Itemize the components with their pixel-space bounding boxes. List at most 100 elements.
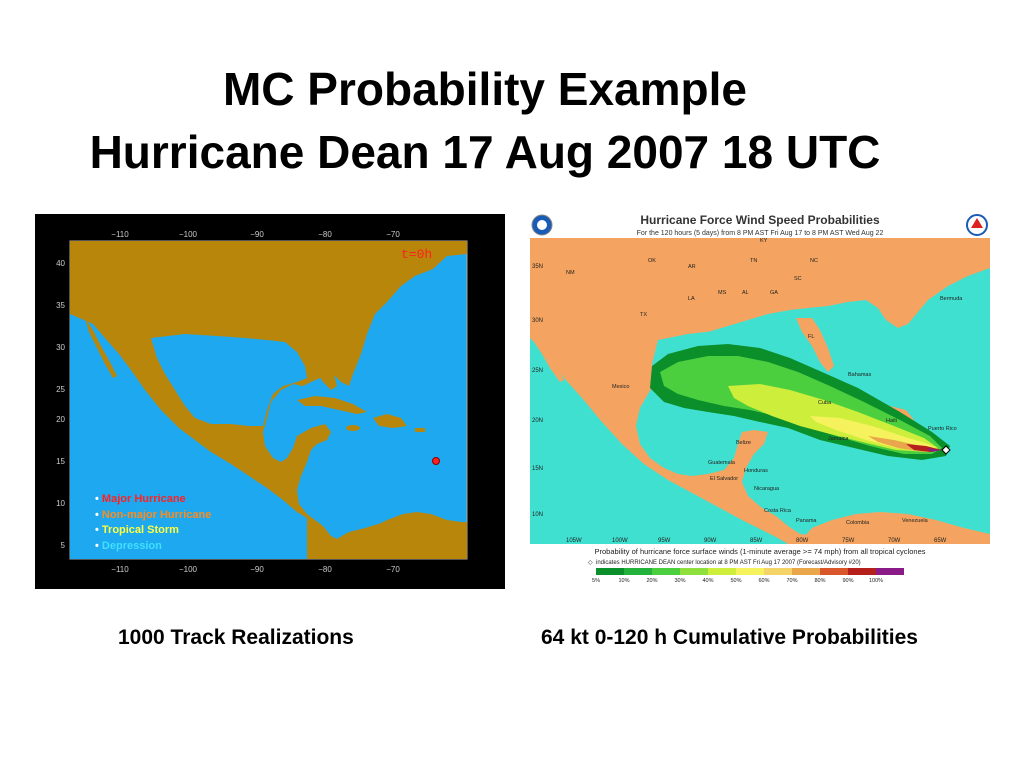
place-label: NC xyxy=(810,258,818,264)
scale-swatch xyxy=(848,568,876,575)
prob-place-labels: NM OK AR TN KY NC SC MS AL GA LA TX FL M… xyxy=(566,238,963,526)
baja-peninsula xyxy=(534,336,564,382)
place-label: Panama xyxy=(796,518,817,524)
scale-label: 60% xyxy=(758,578,769,584)
scale-label: 40% xyxy=(702,578,713,584)
scale-label: 30% xyxy=(674,578,685,584)
place-label: Bermuda xyxy=(940,296,963,302)
lat-tick: 35 xyxy=(56,301,65,310)
lon-tick-bottom: −100 xyxy=(179,565,198,574)
gulf-of-mexico xyxy=(151,334,307,426)
legend-label: Depression xyxy=(101,539,162,552)
legend-label: Non-major Hurricane xyxy=(101,508,212,521)
lon-label: 75W xyxy=(842,538,855,544)
place-label: El Salvador xyxy=(710,476,738,482)
pacific-water xyxy=(530,338,788,544)
lat-ticks: 40 35 30 25 20 15 10 5 xyxy=(56,259,65,550)
scale-swatch xyxy=(596,568,624,575)
scale-label: 50% xyxy=(730,578,741,584)
south-america-land xyxy=(325,518,467,559)
track-map-svg: −110 −100 −90 −80 −70 −110 −100 −90 −80 … xyxy=(35,214,505,589)
place-label: Guatemala xyxy=(708,460,736,466)
scale-label: 20% xyxy=(646,578,657,584)
lon-ticks-bottom: −110 −100 −90 −80 −70 xyxy=(111,565,400,574)
lat-label: 25N xyxy=(532,368,543,374)
place-label: Nicaragua xyxy=(754,486,780,492)
legend-item-non-major-hurricane: • Non-major Hurricane xyxy=(95,508,212,521)
slide-title-line1: MC Probability Example xyxy=(222,63,747,115)
scale-label: 5% xyxy=(592,578,600,584)
lon-label: 105W xyxy=(566,538,582,544)
lon-tick-top: −80 xyxy=(318,230,332,239)
florida-land xyxy=(297,342,337,390)
prob-footer-line1: Probability of hurricane force surface w… xyxy=(595,547,926,556)
lon-tick-top: −100 xyxy=(179,230,198,239)
dean-marker-legend-icon: ◇ xyxy=(588,560,593,566)
scale-swatch xyxy=(764,568,792,575)
lon-ticks-top: −110 −100 −90 −80 −70 xyxy=(111,230,400,239)
prob-lat-labels: 35N 30N 25N 20N 15N 10N xyxy=(532,264,543,518)
probability-map-svg: Hurricane Force Wind Speed Probabilities… xyxy=(528,208,992,588)
dean-center-marker xyxy=(941,445,951,455)
prob-lon-labels: 105W 100W 95W 90W 85W 80W 75W 70W 65W xyxy=(566,538,947,544)
place-label: Costa Rica xyxy=(764,508,792,514)
prob-map-title: Hurricane Force Wind Speed Probabilities xyxy=(640,213,880,227)
scale-label: 10% xyxy=(618,578,629,584)
caption-track-realizations: 1000 Track Realizations xyxy=(118,626,354,649)
legend-item-depression: • Depression xyxy=(95,539,162,552)
lat-tick: 30 xyxy=(56,343,65,352)
scale-swatch xyxy=(876,568,904,575)
place-label: Honduras xyxy=(744,468,768,474)
lat-label: 30N xyxy=(532,318,543,324)
south-america xyxy=(798,512,990,544)
lon-label: 85W xyxy=(750,538,763,544)
scale-label: 100% xyxy=(869,578,883,584)
lat-tick: 5 xyxy=(61,541,66,550)
place-label: Mexico xyxy=(612,384,629,390)
place-label: TX xyxy=(640,312,647,318)
scale-swatch xyxy=(624,568,652,575)
lon-tick-bottom: −90 xyxy=(250,565,264,574)
lat-tick: 25 xyxy=(56,385,65,394)
storm-center-marker xyxy=(432,457,440,465)
lon-label: 95W xyxy=(658,538,671,544)
puerto-rico-island xyxy=(415,428,425,432)
scale-swatch xyxy=(680,568,708,575)
scale-swatch xyxy=(736,568,764,575)
place-label: NM xyxy=(566,270,575,276)
lat-tick: 10 xyxy=(56,499,65,508)
prob-swath-100pct xyxy=(926,448,940,452)
lat-tick: 20 xyxy=(56,415,65,424)
lon-label: 90W xyxy=(704,538,717,544)
scale-swatch xyxy=(708,568,736,575)
pacific-ocean xyxy=(70,314,307,559)
scale-label: 80% xyxy=(814,578,825,584)
place-label: AL xyxy=(742,290,749,296)
place-label: FL xyxy=(808,334,814,340)
cuba-island xyxy=(297,396,367,414)
jamaica-island xyxy=(346,425,360,431)
place-label: LA xyxy=(688,296,695,302)
place-label: Belize xyxy=(736,440,751,446)
place-label: Jamaica xyxy=(828,436,849,442)
prob-map-subtitle: For the 120 hours (5 days) from 8 PM AST… xyxy=(637,230,884,237)
lon-tick-bottom: −80 xyxy=(318,565,332,574)
lon-label: 100W xyxy=(612,538,628,544)
place-label: SC xyxy=(794,276,802,282)
lon-label: 80W xyxy=(796,538,809,544)
lon-tick-top: −90 xyxy=(250,230,264,239)
lon-label: 70W xyxy=(888,538,901,544)
lon-label: 65W xyxy=(934,538,947,544)
track-realizations-map: −110 −100 −90 −80 −70 −110 −100 −90 −80 … xyxy=(35,214,505,589)
time-label: t=0h xyxy=(401,247,433,262)
caption-cumulative-probabilities: 64 kt 0-120 h Cumulative Probabilities xyxy=(541,626,918,649)
track-legend: • Major Hurricane • Non-major Hurricane … xyxy=(95,492,211,554)
legend-item-tropical-storm: • Tropical Storm xyxy=(95,524,179,536)
lat-label: 20N xyxy=(532,418,543,424)
place-label: GA xyxy=(770,290,778,296)
lat-label: 10N xyxy=(532,512,543,518)
lat-label: 35N xyxy=(532,264,543,270)
place-label: Puerto Rico xyxy=(928,426,957,432)
lat-label: 15N xyxy=(532,466,543,472)
prob-swath-50pct xyxy=(810,416,940,452)
